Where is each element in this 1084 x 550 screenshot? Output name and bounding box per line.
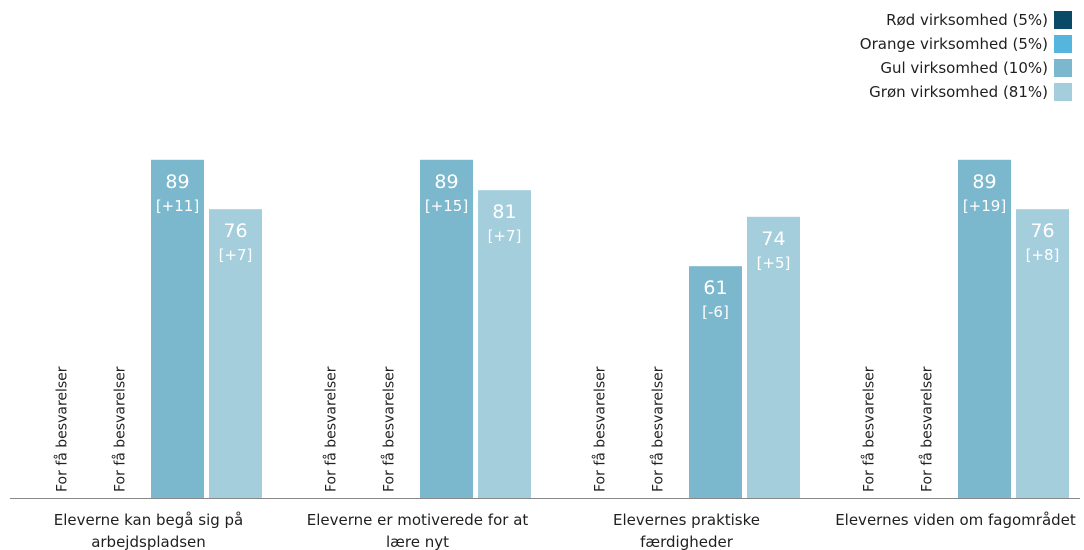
data-label-change: [+15] xyxy=(425,197,468,215)
category-label: arbejdspladsen xyxy=(91,533,206,550)
missing-label: For få besvarelser xyxy=(381,366,398,492)
missing-label: For få besvarelser xyxy=(919,366,936,492)
missing-label: For få besvarelser xyxy=(861,366,878,492)
legend-item-orange: Orange virksomhed (5%) xyxy=(860,32,1072,56)
data-label-change: [+11] xyxy=(156,197,199,215)
data-label-change: [+7] xyxy=(219,246,253,264)
bar xyxy=(747,216,800,499)
data-label-value: 61 xyxy=(703,277,727,299)
legend-swatch-orange xyxy=(1054,35,1072,53)
legend-label-gul: Gul virksomhed (10%) xyxy=(880,59,1048,77)
bar xyxy=(689,266,742,498)
legend-swatch-gron xyxy=(1054,83,1072,101)
legend-item-gul: Gul virksomhed (10%) xyxy=(860,56,1072,80)
bar xyxy=(209,209,262,498)
bar xyxy=(478,190,531,498)
category-label: Elevernes viden om fagområdet xyxy=(835,511,1076,529)
category-label: Eleverne kan begå sig på xyxy=(54,511,244,529)
missing-label: For få besvarelser xyxy=(112,366,129,492)
bar xyxy=(151,159,204,499)
bar xyxy=(420,159,473,499)
legend-item-rod: Rød virksomhed (5%) xyxy=(860,8,1072,32)
missing-label: For få besvarelser xyxy=(54,366,71,492)
category-label: Eleverne er motiverede for at xyxy=(307,511,529,529)
legend-label-rod: Rød virksomhed (5%) xyxy=(886,11,1048,29)
data-label-change: [+19] xyxy=(963,197,1006,215)
legend-item-gron: Grøn virksomhed (81%) xyxy=(860,80,1072,104)
legend-swatch-rod xyxy=(1054,11,1072,29)
category-label: Elevernes praktiske xyxy=(613,511,760,529)
data-label-change: [+7] xyxy=(488,227,522,245)
data-label-value: 81 xyxy=(492,201,516,223)
bar xyxy=(1016,209,1069,498)
data-label-value: 89 xyxy=(972,171,996,193)
category-label: lære nyt xyxy=(386,533,449,550)
data-label-value: 89 xyxy=(434,171,458,193)
category-label: færdigheder xyxy=(640,533,734,550)
missing-label: For få besvarelser xyxy=(323,366,340,492)
missing-label: For få besvarelser xyxy=(592,366,609,492)
data-label-value: 76 xyxy=(223,220,247,242)
data-label-value: 89 xyxy=(165,171,189,193)
data-label-value: 74 xyxy=(761,228,785,250)
data-label-value: 76 xyxy=(1030,220,1054,242)
data-label-change: [+5] xyxy=(757,254,791,272)
bar xyxy=(958,159,1011,499)
legend-swatch-gul xyxy=(1054,59,1072,77)
legend-label-orange: Orange virksomhed (5%) xyxy=(859,35,1048,53)
missing-label: For få besvarelser xyxy=(650,366,667,492)
data-label-change: [-6] xyxy=(702,303,729,321)
chart-legend: Rød virksomhed (5%) Orange virksomhed (5… xyxy=(860,8,1072,104)
data-label-change: [+8] xyxy=(1026,246,1060,264)
legend-label-gron: Grøn virksomhed (81%) xyxy=(869,83,1048,101)
